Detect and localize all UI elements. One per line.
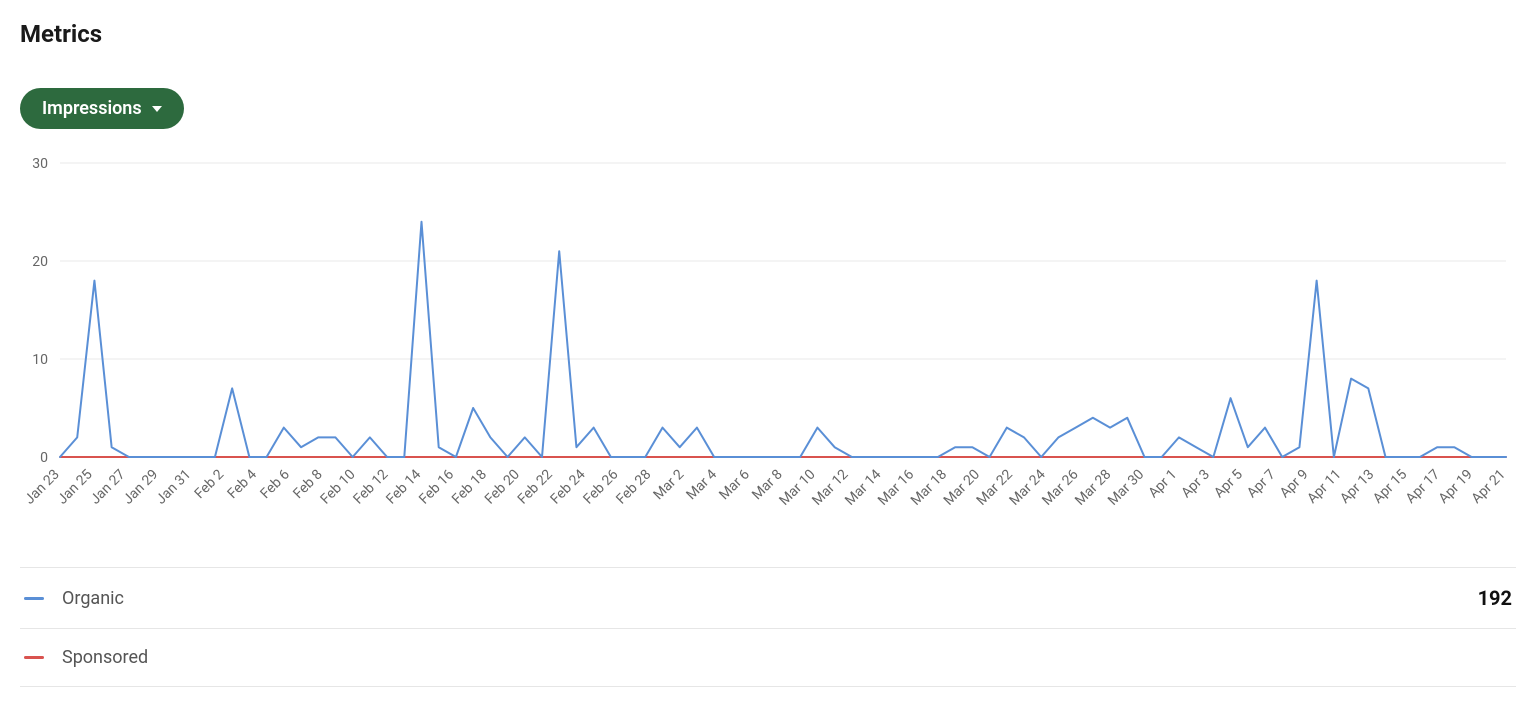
svg-text:0: 0 bbox=[40, 450, 48, 466]
svg-text:Apr 15: Apr 15 bbox=[1370, 466, 1410, 506]
legend-row-organic: Organic 192 bbox=[20, 567, 1516, 628]
svg-text:Apr 13: Apr 13 bbox=[1337, 467, 1377, 507]
legend-label-organic: Organic bbox=[62, 588, 124, 609]
legend-swatch-organic bbox=[24, 597, 44, 600]
svg-text:Feb 28: Feb 28 bbox=[613, 466, 654, 507]
svg-text:Feb 24: Feb 24 bbox=[548, 466, 589, 507]
legend-label-sponsored: Sponsored bbox=[62, 647, 148, 668]
svg-text:Mar 2: Mar 2 bbox=[651, 466, 688, 503]
legend-row-sponsored: Sponsored bbox=[20, 628, 1516, 687]
svg-text:Mar 22: Mar 22 bbox=[974, 466, 1016, 508]
svg-text:Apr 11: Apr 11 bbox=[1304, 467, 1344, 507]
svg-text:Jan 25: Jan 25 bbox=[54, 466, 95, 507]
legend-table: Organic 192 Sponsored bbox=[20, 567, 1516, 687]
svg-text:Mar 16: Mar 16 bbox=[875, 466, 917, 508]
svg-text:Feb 26: Feb 26 bbox=[580, 466, 621, 507]
svg-text:Feb 16: Feb 16 bbox=[416, 466, 457, 507]
svg-text:Jan 31: Jan 31 bbox=[153, 467, 194, 508]
svg-text:Mar 6: Mar 6 bbox=[716, 466, 753, 503]
svg-text:Feb 2: Feb 2 bbox=[192, 466, 228, 502]
metric-dropdown-label: Impressions bbox=[42, 98, 142, 119]
svg-text:Apr 5: Apr 5 bbox=[1211, 466, 1246, 501]
svg-text:Feb 12: Feb 12 bbox=[350, 466, 391, 507]
caret-down-icon bbox=[152, 106, 162, 112]
svg-text:Feb 18: Feb 18 bbox=[449, 466, 490, 507]
svg-text:Mar 28: Mar 28 bbox=[1072, 466, 1114, 508]
svg-text:Feb 6: Feb 6 bbox=[257, 466, 293, 502]
svg-text:30: 30 bbox=[32, 157, 48, 172]
svg-text:Feb 20: Feb 20 bbox=[482, 466, 523, 507]
svg-text:Apr 21: Apr 21 bbox=[1469, 467, 1509, 507]
svg-text:Mar 20: Mar 20 bbox=[941, 466, 983, 508]
svg-text:Jan 23: Jan 23 bbox=[22, 467, 63, 508]
metric-dropdown[interactable]: Impressions bbox=[20, 88, 184, 129]
svg-text:Mar 24: Mar 24 bbox=[1006, 466, 1048, 508]
svg-text:Apr 7: Apr 7 bbox=[1244, 466, 1279, 501]
legend-total-organic: 192 bbox=[1478, 586, 1512, 610]
svg-text:Feb 10: Feb 10 bbox=[318, 466, 359, 507]
svg-text:Apr 1: Apr 1 bbox=[1145, 467, 1180, 502]
svg-text:Mar 18: Mar 18 bbox=[908, 466, 950, 508]
svg-text:Mar 12: Mar 12 bbox=[809, 466, 851, 508]
svg-text:10: 10 bbox=[32, 352, 48, 368]
svg-text:Apr 19: Apr 19 bbox=[1436, 467, 1476, 507]
svg-text:Mar 26: Mar 26 bbox=[1039, 466, 1081, 508]
svg-text:Jan 29: Jan 29 bbox=[120, 467, 161, 508]
line-chart-svg: 0102030Jan 23Jan 25Jan 27Jan 29Jan 31Feb… bbox=[20, 157, 1516, 537]
svg-text:Mar 4: Mar 4 bbox=[683, 466, 720, 503]
svg-text:Mar 14: Mar 14 bbox=[842, 466, 884, 508]
svg-text:Feb 22: Feb 22 bbox=[515, 466, 556, 507]
svg-text:Jan 27: Jan 27 bbox=[87, 466, 128, 507]
legend-swatch-sponsored bbox=[24, 656, 44, 659]
metrics-chart: 0102030Jan 23Jan 25Jan 27Jan 29Jan 31Feb… bbox=[20, 157, 1516, 537]
svg-text:Mar 10: Mar 10 bbox=[776, 466, 818, 508]
page-title: Metrics bbox=[20, 20, 1516, 48]
svg-text:Apr 3: Apr 3 bbox=[1178, 467, 1213, 502]
svg-text:Feb 4: Feb 4 bbox=[224, 466, 260, 502]
svg-text:Apr 17: Apr 17 bbox=[1403, 466, 1443, 506]
svg-text:Mar 30: Mar 30 bbox=[1105, 466, 1147, 508]
svg-text:Feb 14: Feb 14 bbox=[383, 466, 424, 507]
svg-text:20: 20 bbox=[32, 254, 48, 270]
